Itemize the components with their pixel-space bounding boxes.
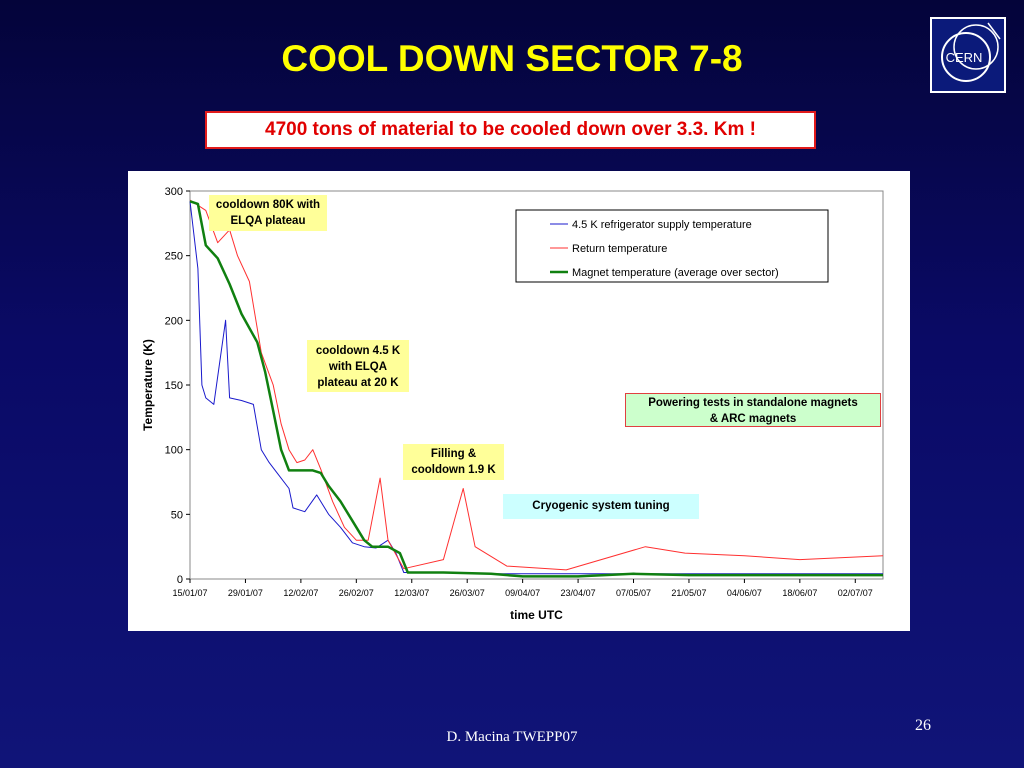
- annotation-filling: Filling & cooldown 1.9 K: [403, 444, 504, 480]
- x-tick-label: 26/02/07: [339, 588, 374, 598]
- x-tick-label: 02/07/07: [838, 588, 873, 598]
- legend-box: [515, 209, 829, 283]
- x-tick-label: 15/01/07: [172, 588, 207, 598]
- series-line-return: [189, 199, 884, 571]
- cern-logo: CERN: [930, 17, 1006, 93]
- annotation-powering-tests: Powering tests in standalone magnets & A…: [625, 393, 881, 427]
- x-tick-label: 21/05/07: [671, 588, 706, 598]
- x-tick-label: 29/01/07: [228, 588, 263, 598]
- chart-panel: 0 50 100 150 200 250 300 15/01/07 29/01/07 12/02/…: [128, 171, 910, 631]
- cern-logo-text: CERN: [946, 50, 983, 65]
- annotation-line: plateau at 20 K: [317, 377, 399, 389]
- subtitle-box: 4700 tons of material to be cooled down …: [205, 111, 816, 149]
- slide-title: COOL DOWN SECTOR 7-8: [281, 38, 743, 79]
- x-axis-label: time UTC: [510, 608, 563, 622]
- y-tick-label: 200: [165, 315, 183, 327]
- x-tick-label: 26/03/07: [450, 588, 485, 598]
- y-tick-label: 300: [165, 186, 183, 198]
- x-tick-label: 09/04/07: [505, 588, 540, 598]
- y-tick-label: 250: [165, 251, 183, 263]
- x-tick-label: 12/03/07: [394, 588, 429, 598]
- y-tick-label: 50: [171, 509, 183, 521]
- x-tick-label: 07/05/07: [616, 588, 651, 598]
- footer-author: D. Macina TWEPP07: [446, 729, 578, 745]
- annotation-line: cooldown 4.5 K: [315, 345, 401, 357]
- annotation-line: cooldown 80K with: [215, 199, 321, 211]
- legend-label: Magnet temperature (average over sector): [572, 267, 779, 279]
- legend-label: Return temperature: [572, 243, 667, 255]
- annotation-line: with ELQA: [328, 361, 388, 373]
- annotation-cooldown-80k: cooldown 80K with ELQA plateau: [209, 195, 327, 231]
- annotation-cryo-tuning: Cryogenic system tuning: [503, 494, 699, 519]
- x-tick-label: 04/06/07: [727, 588, 762, 598]
- annotation-line: Cryogenic system tuning: [532, 500, 670, 512]
- x-tick-label: 18/06/07: [782, 588, 817, 598]
- annotation-line: Powering tests in standalone magnets: [648, 397, 858, 409]
- annotation-line: Filling &: [430, 448, 477, 460]
- page-number: 26: [915, 717, 931, 734]
- y-tick-label: 150: [165, 380, 183, 392]
- annotation-cooldown-4-5k: cooldown 4.5 K with ELQA plateau at 20 K: [307, 340, 409, 392]
- annotation-line: cooldown 1.9 K: [411, 464, 496, 476]
- y-axis-label: Temperature (K): [141, 339, 155, 431]
- y-tick-label: 100: [165, 445, 183, 457]
- y-tick-label: 0: [177, 574, 183, 586]
- series-line-magnet: [189, 200, 883, 578]
- annotation-line: ELQA plateau: [230, 215, 306, 227]
- x-tick-label: 12/02/07: [283, 588, 318, 598]
- legend-label: 4.5 K refrigerator supply temperature: [572, 219, 752, 231]
- x-tick-label: 23/04/07: [561, 588, 596, 598]
- annotation-line: & ARC magnets: [709, 413, 797, 425]
